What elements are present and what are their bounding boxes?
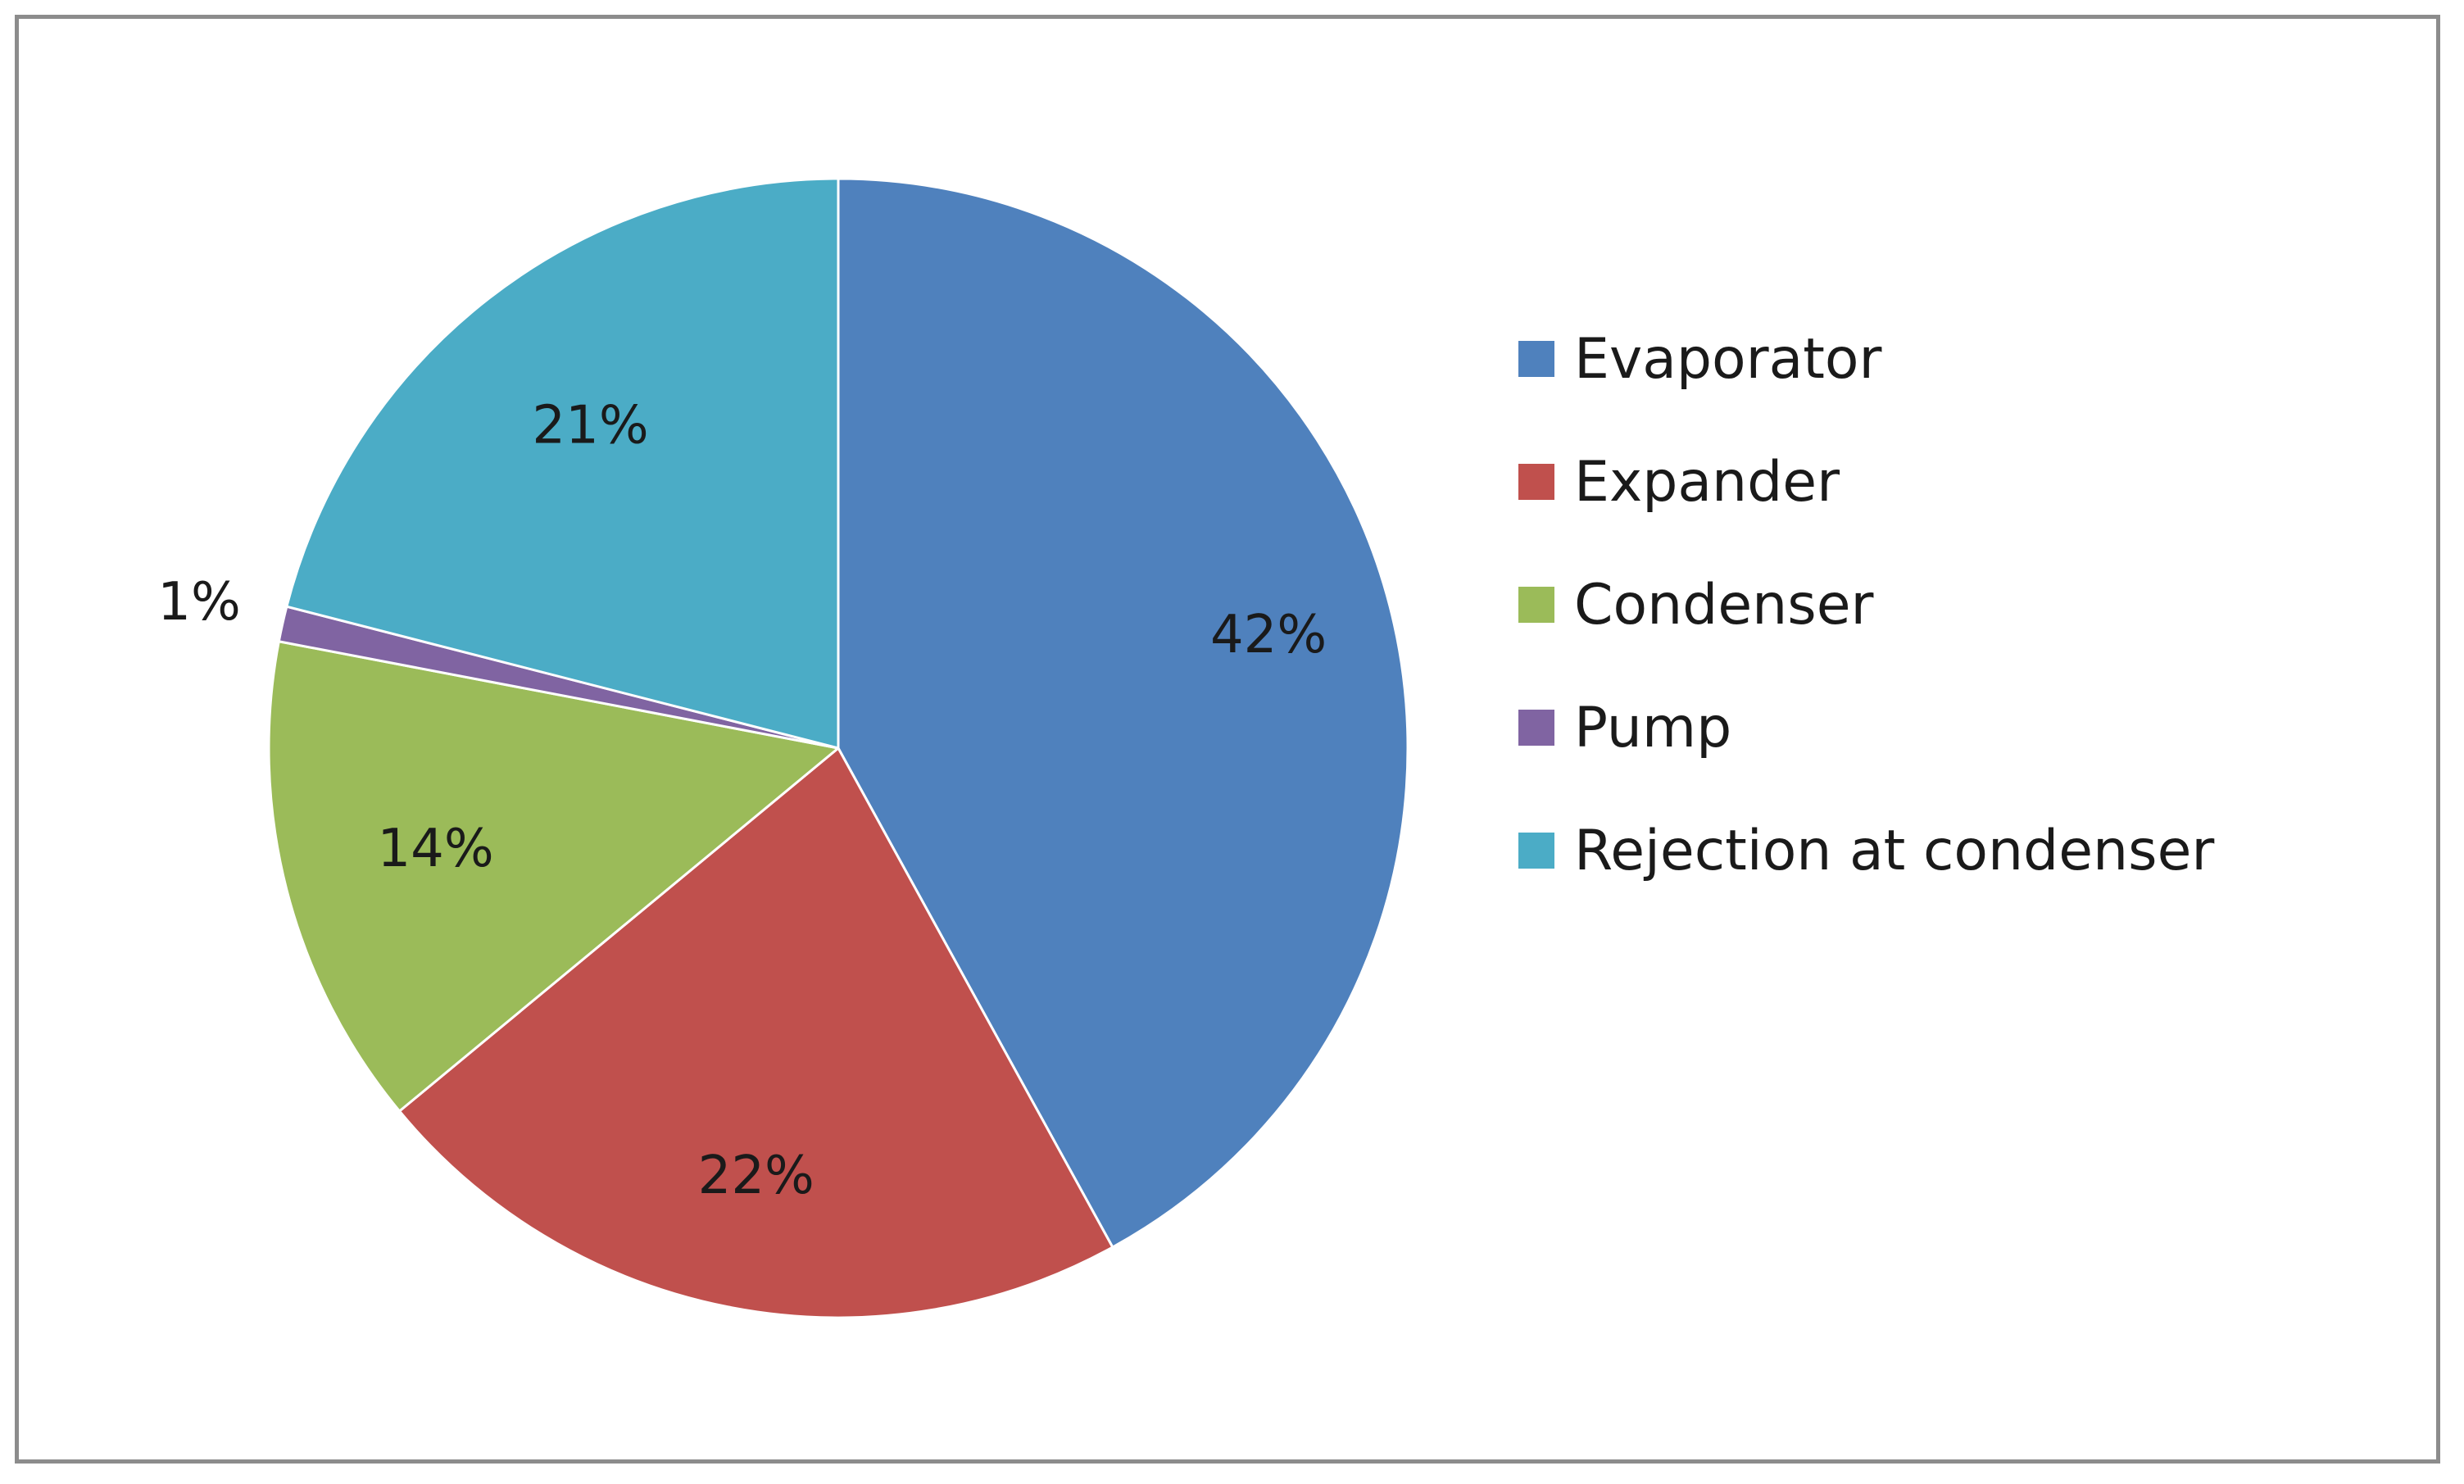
legend-label-condenser: Condenser [1574, 572, 1874, 638]
pie-labels: 42% 22% 14% 1% 21% [157, 396, 1327, 1207]
legend-label-expander: Expander [1574, 449, 1840, 515]
legend-item-expander: Expander [1518, 420, 2214, 543]
chart-frame: 42% 22% 14% 1% 21% Evaporator Expander Conde… [15, 15, 2440, 1464]
legend-swatch-pump [1518, 710, 1554, 746]
legend-item-rejection-at-condenser: Rejection at condenser [1518, 789, 2214, 912]
pie-slice-evaporator [837, 177, 1409, 1249]
legend-item-pump: Pump [1518, 666, 2214, 789]
legend-label-evaporator: Evaporator [1574, 326, 1882, 392]
data-label-expander: 22% [698, 1146, 815, 1206]
legend-item-evaporator: Evaporator [1518, 297, 2214, 420]
pie-slices [267, 177, 1409, 1319]
legend-swatch-expander [1518, 464, 1554, 500]
legend: Evaporator Expander Condenser Pump Rejec… [1518, 297, 2214, 912]
pie-chart: 42% 22% 14% 1% 21% [157, 177, 1409, 1319]
data-label-pump: 1% [157, 572, 241, 633]
pie-slice-rejection-at-condenser [285, 177, 840, 750]
data-label-evaporator: 42% [1210, 605, 1327, 665]
legend-swatch-evaporator [1518, 341, 1554, 377]
legend-swatch-condenser [1518, 587, 1554, 623]
pie-slice-condenser [267, 640, 840, 1113]
data-label-rejection-at-condenser: 21% [532, 396, 648, 456]
data-label-condenser: 14% [377, 819, 493, 879]
legend-swatch-rejection-at-condenser [1518, 833, 1554, 869]
legend-item-condenser: Condenser [1518, 543, 2214, 666]
pie-slice-expander [397, 747, 1114, 1319]
legend-label-pump: Pump [1574, 695, 1732, 760]
legend-label-rejection-at-condenser: Rejection at condenser [1574, 818, 2215, 883]
